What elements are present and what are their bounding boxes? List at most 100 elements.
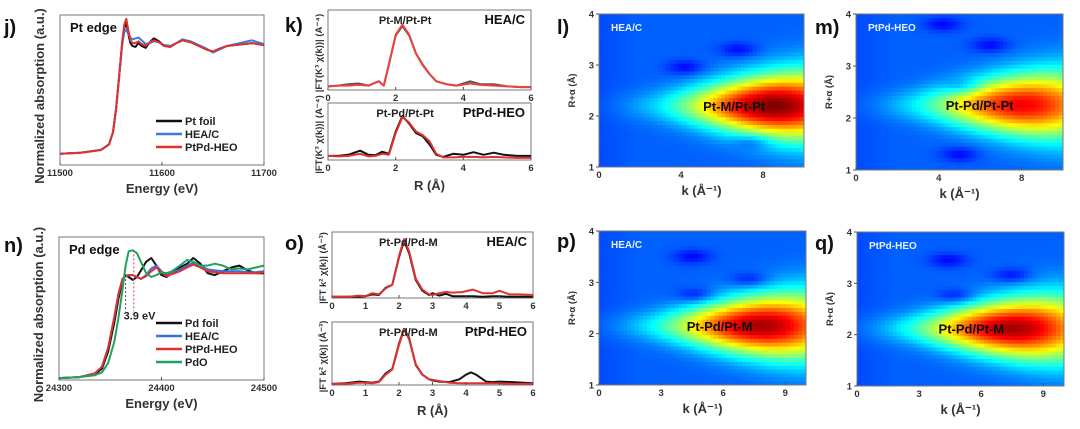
heatmap-cell <box>740 25 746 30</box>
heatmap-cell <box>729 36 734 42</box>
heatmap-cell <box>622 323 628 328</box>
heatmap-cell <box>760 14 766 19</box>
heatmap-cell <box>979 25 984 31</box>
heatmap-cell <box>788 36 793 42</box>
heatmap-cell <box>693 140 699 145</box>
heatmap-cell <box>658 269 664 274</box>
heatmap-cell <box>618 323 624 328</box>
heatmap-cell <box>1011 72 1016 77</box>
heatmap-cell <box>1051 80 1056 85</box>
heatmap-cell <box>721 159 726 164</box>
heatmap-cell <box>634 273 640 278</box>
heatmap-cell <box>863 95 869 101</box>
heatmap-cell <box>646 331 652 336</box>
heatmap-cell <box>721 144 726 149</box>
heatmap-cell <box>1051 146 1056 152</box>
heatmap-cell <box>618 136 624 141</box>
x-tick-label: 6 <box>528 163 533 174</box>
heatmap-cell <box>709 17 714 23</box>
heatmap-cell <box>963 76 969 81</box>
heatmap-cell <box>677 94 683 99</box>
heatmap-cell <box>796 63 801 69</box>
heatmap-cell <box>658 98 663 103</box>
heatmap-cell <box>776 67 781 72</box>
heatmap-cell <box>642 101 647 107</box>
heatmap-frame <box>598 13 805 168</box>
heatmap-cell <box>1007 49 1012 54</box>
heatmap-cell <box>999 138 1004 144</box>
heatmap-cell <box>725 63 730 69</box>
heatmap-cell <box>658 109 663 115</box>
heatmap-cell <box>943 17 949 23</box>
heatmap-cell <box>622 231 628 236</box>
heatmap-cell <box>931 41 937 46</box>
heatmap-cell <box>859 138 865 144</box>
heatmap-cell <box>1035 150 1040 155</box>
heatmap-cell <box>1027 21 1032 27</box>
heatmap-cell <box>610 261 616 267</box>
heatmap-cell <box>875 68 881 74</box>
heatmap-cell <box>618 319 624 324</box>
heatmap-cell <box>606 144 612 149</box>
heatmap-cell <box>788 140 793 145</box>
heatmap-cell <box>689 151 695 157</box>
heatmap-cell <box>879 33 885 38</box>
heatmap-cell <box>713 113 718 118</box>
heatmap-cell <box>654 67 659 72</box>
heatmap-cell <box>638 82 643 88</box>
heatmap-cell <box>887 158 893 163</box>
heatmap-cell <box>999 33 1004 38</box>
heatmap-cell <box>673 71 679 76</box>
heatmap-cell <box>626 98 632 103</box>
heatmap-cell <box>1035 142 1040 148</box>
heatmap-cell <box>999 64 1004 70</box>
heatmap-cell <box>911 72 917 77</box>
heatmap-cell <box>907 56 913 62</box>
heatmap-cell <box>915 45 921 50</box>
heatmap-cell <box>979 154 984 159</box>
heatmap-cell <box>602 113 608 118</box>
heatmap-cell <box>677 71 683 76</box>
heatmap-cell <box>654 338 660 344</box>
heatmap-cell <box>939 115 945 120</box>
heatmap-cell <box>895 37 901 42</box>
heatmap-cell <box>772 113 777 118</box>
heatmap-cell <box>673 25 679 30</box>
heatmap-cell <box>903 150 909 155</box>
heatmap-cell <box>800 163 804 167</box>
heatmap-cell <box>1011 107 1016 113</box>
heatmap-cell <box>630 350 636 355</box>
heatmap-cell <box>662 101 667 107</box>
heatmap-cell <box>709 136 714 141</box>
heatmap-cell <box>736 63 742 69</box>
heatmap-cell <box>887 131 893 136</box>
heatmap-cell <box>995 41 1000 46</box>
heatmap-cell <box>999 56 1004 62</box>
heatmap-cell <box>788 132 793 137</box>
heatmap-cell <box>669 136 675 141</box>
heatmap-cell <box>760 75 766 80</box>
heatmap-cell <box>658 132 663 137</box>
heatmap-cell <box>599 136 604 141</box>
heatmap-cell <box>602 381 608 385</box>
heatmap-cell <box>602 79 608 84</box>
heatmap-cell <box>867 115 873 120</box>
heatmap-cell <box>923 76 929 81</box>
heatmap-cell <box>1019 72 1024 77</box>
heatmap-cell <box>721 21 726 27</box>
heatmap-cell <box>883 25 889 31</box>
heatmap-cell <box>967 84 973 89</box>
heatmap-cell <box>935 60 941 66</box>
heatmap-cell <box>856 111 861 116</box>
heatmap-cell <box>871 138 877 144</box>
heatmap-cell <box>705 82 710 88</box>
heatmap-cell <box>915 76 921 81</box>
heatmap-cell <box>883 138 889 144</box>
series-line-fit <box>332 328 533 385</box>
heatmap-cell <box>1023 49 1028 54</box>
heatmap-cell <box>606 292 612 298</box>
heatmap-cell <box>736 21 742 27</box>
heatmap-cell <box>1023 150 1028 155</box>
heatmap-cell <box>891 37 897 42</box>
heatmap-cell <box>939 76 945 81</box>
